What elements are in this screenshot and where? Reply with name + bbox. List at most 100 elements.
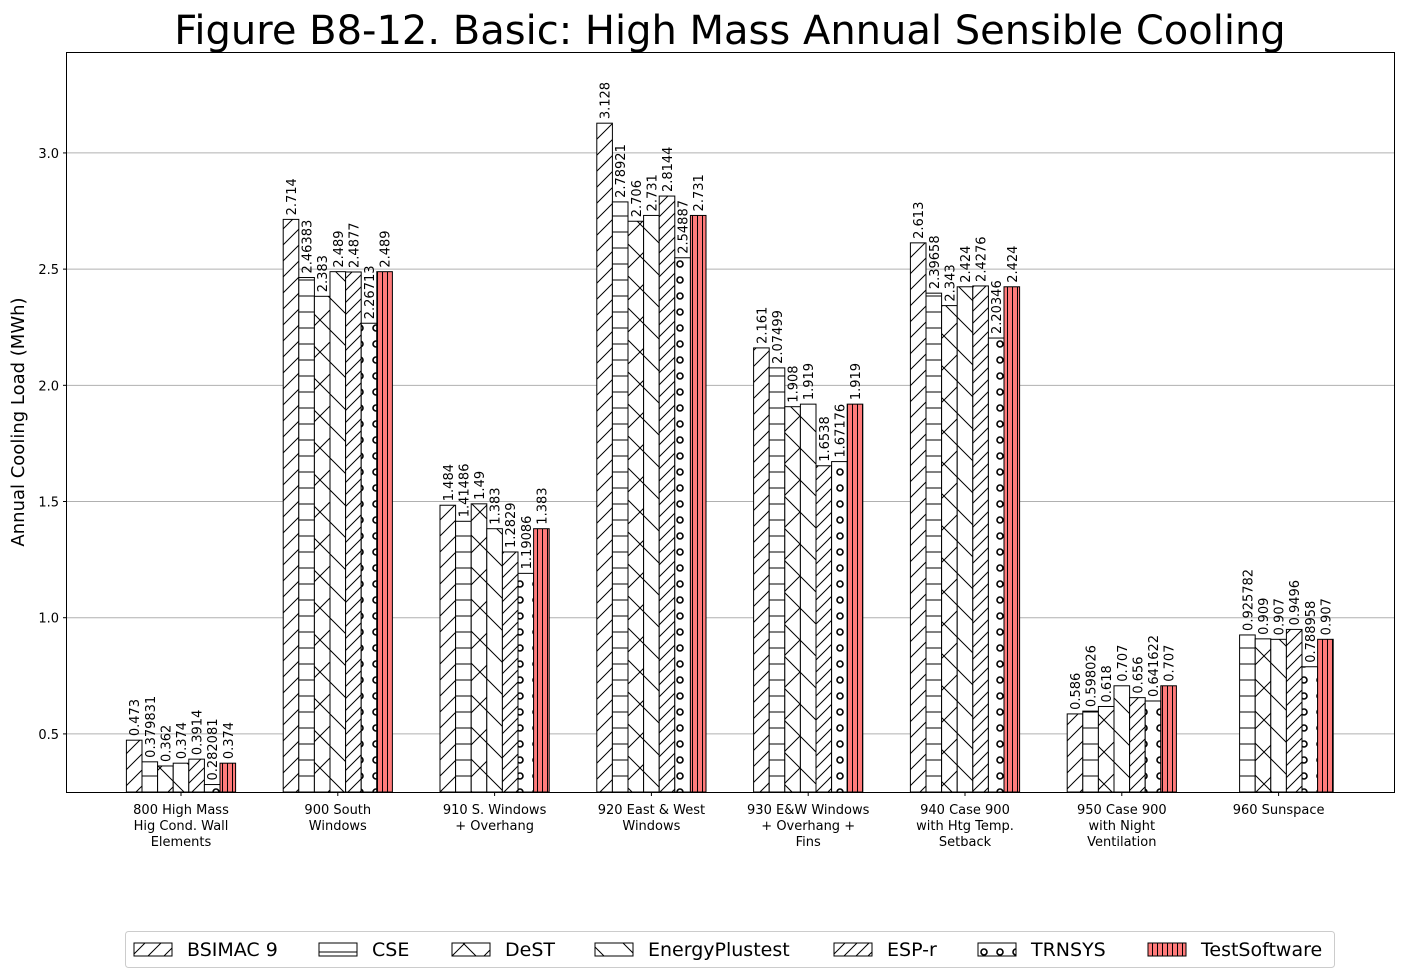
bar [941, 305, 958, 793]
x-tick-label: 930 E&W Windows + Overhang + Fins [747, 803, 870, 850]
value-label: 1.908 [787, 365, 802, 402]
bar [501, 551, 519, 793]
x-tick-label: 940 Case 900 with Htg Temp. Setback [916, 803, 1014, 850]
value-label: 1.6538 [818, 416, 833, 462]
bar [846, 403, 864, 793]
bar [689, 214, 707, 793]
y-tick-label: 3.0 [38, 147, 59, 162]
legend-label: TestSoftware [1200, 939, 1322, 961]
value-label: 0.374 [222, 722, 237, 759]
legend-label: DeST [505, 939, 555, 961]
value-label: 2.731 [645, 174, 660, 211]
bar [972, 285, 989, 793]
x-tick-label: 900 South Windows [304, 803, 371, 834]
gridlines [67, 152, 1394, 735]
value-label: 1.49 [473, 471, 488, 500]
bar [1285, 628, 1303, 793]
bar [298, 277, 315, 793]
bar [188, 758, 205, 793]
legend-entry: TestSoftware [1147, 939, 1322, 961]
y-tick-label: 1.5 [38, 496, 59, 511]
bar [1301, 666, 1319, 793]
value-label: 2.78921 [614, 144, 629, 198]
bar [956, 286, 974, 793]
bar [799, 403, 817, 793]
value-label: 0.907 [1319, 598, 1334, 635]
bar [1254, 638, 1272, 793]
legend-swatch [977, 942, 1017, 957]
y-tick-label: 0.5 [38, 728, 59, 743]
value-label: 1.2829 [504, 502, 519, 548]
bar [1082, 710, 1099, 793]
bar [345, 271, 362, 793]
bar [1144, 700, 1162, 793]
value-label: 0.282081 [206, 719, 221, 781]
bar [596, 122, 613, 793]
legend-swatch [318, 942, 358, 957]
bar [768, 367, 786, 793]
y-tick-label: 1.0 [38, 612, 59, 627]
bar [784, 406, 801, 793]
value-label: 2.8144 [661, 147, 676, 193]
value-label: 0.656 [1131, 656, 1146, 693]
value-label: 0.586 [1069, 673, 1084, 710]
legend-swatch [1147, 942, 1187, 957]
x-axis-ticks: 800 High Mass Hig Cond. Wall Elements 900 S… [133, 792, 1325, 850]
value-label: 2.20346 [990, 280, 1005, 334]
value-label: 0.618 [1100, 665, 1115, 702]
legend-swatch [833, 942, 873, 957]
bar [1160, 685, 1177, 793]
value-label: 0.379831 [144, 696, 159, 758]
bar [486, 528, 503, 793]
value-label: 0.707 [1163, 645, 1178, 682]
bar [329, 271, 347, 793]
bar [1097, 705, 1115, 793]
bar [674, 257, 691, 793]
value-label: 0.3914 [191, 710, 206, 756]
bar [157, 765, 174, 793]
y-axis-ticks: 0.5 1.0 1.5 2.0 2.5 3.0 [38, 147, 67, 743]
bar [282, 218, 300, 793]
bar [1239, 634, 1256, 793]
value-label: 0.362 [159, 725, 174, 762]
bar [203, 784, 221, 793]
value-label: 1.484 [442, 464, 457, 501]
legend-entry: BSIMAC 9 [133, 939, 278, 961]
chart-title: Figure B8-12. Basic: High Mass Annual Se… [174, 8, 1285, 54]
bar [831, 461, 848, 793]
value-label: 2.343 [943, 264, 958, 301]
value-labels: 0.473 0.379831 0.362 0.374 0.3914 0.282081 0.3… [128, 82, 1334, 781]
bar [753, 347, 770, 793]
value-label: 2.4276 [975, 236, 990, 282]
value-label: 2.26713 [363, 265, 378, 319]
value-label: 2.161 [755, 307, 770, 344]
bar [1003, 286, 1021, 793]
bar [987, 337, 1005, 793]
bar [439, 504, 457, 793]
legend: BSIMAC 9 CSE DeST EnergyPlustest ESP-r TRNSYS… [133, 939, 1322, 961]
legend-box [125, 931, 1335, 968]
bar [925, 292, 943, 793]
value-label: 2.46383 [301, 220, 316, 274]
bar [517, 572, 535, 793]
bar [455, 520, 472, 793]
bar [1317, 638, 1334, 793]
value-label: 2.07499 [771, 310, 786, 364]
x-tick-label: 950 Case 900 with Night Ventilation [1077, 803, 1167, 850]
legend-label: TRNSYS [1030, 939, 1106, 961]
value-label: 1.383 [489, 487, 504, 524]
value-label: 0.374 [175, 722, 190, 759]
legend-entry: EnergyPlustest [594, 939, 790, 961]
bar [533, 528, 550, 793]
bar [141, 761, 159, 793]
bar [909, 242, 927, 793]
value-label: 2.731 [692, 174, 707, 211]
plot-frame [66, 52, 1395, 793]
bar [1270, 638, 1287, 793]
y-tick-label: 2.5 [38, 263, 59, 278]
bar [1113, 685, 1131, 793]
bar [313, 295, 331, 793]
value-label: 2.706 [630, 180, 645, 217]
bars [125, 122, 1334, 793]
value-label: 3.128 [599, 82, 614, 119]
